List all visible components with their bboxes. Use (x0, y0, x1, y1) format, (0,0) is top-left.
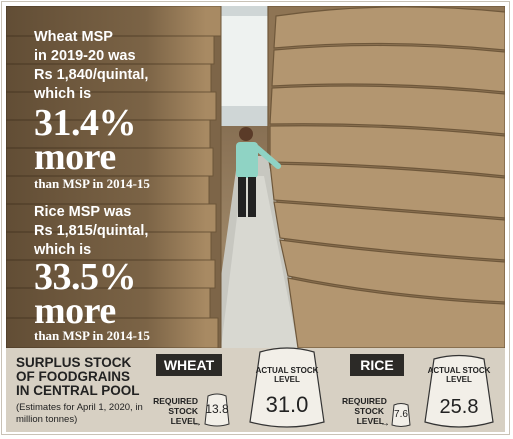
wheat-required-sack: 13.8 (202, 392, 232, 428)
rice-msp-line-1: Rice MSP was (34, 204, 132, 220)
wheat-required-value: 13.8 (205, 402, 229, 416)
rice-msp-line-2: Rs 1,815/quintal, (34, 223, 149, 239)
wheat-required-caption: REQUIRED STOCK LEVEL (153, 396, 198, 426)
warehouse-photo: Wheat MSP in 2019-20 was Rs 1,840/quinta… (6, 6, 505, 348)
text-shade (6, 6, 206, 348)
stock-note: (Estimates for April 1, 2020, in million… (16, 402, 143, 425)
wheat-label: WHEAT (156, 354, 222, 376)
person-figure (236, 127, 281, 217)
wheat-msp-line-1: Wheat MSP (34, 29, 113, 45)
wheat-msp-percent: 31.4% (34, 102, 137, 144)
rice-msp-more: more (34, 290, 116, 332)
rice-arrow-icon: → (380, 418, 390, 429)
wheat-actual-caption: ACTUAL STOCK LEVEL (255, 366, 319, 384)
rice-required-value: 7.6 (394, 409, 408, 420)
rice-actual-value: 25.8 (439, 396, 479, 418)
stock-panel: SURPLUS STOCK OF FOODGRAINS IN CENTRAL P… (6, 347, 505, 432)
rice-required-sack: 7.6 (390, 402, 412, 428)
rice-required-caption: REQUIRED STOCK LEVEL (342, 396, 387, 426)
rice-msp-tail: than MSP in 2014-15 (34, 328, 150, 343)
wheat-arrow-icon: → (192, 418, 202, 429)
stock-title: SURPLUS STOCK OF FOODGRAINS IN CENTRAL P… (16, 355, 140, 398)
rice-msp-line-3: which is (34, 242, 92, 258)
rice-actual-sack: ACTUAL STOCK LEVEL 25.8 (422, 352, 496, 430)
wheat-msp-more: more (34, 136, 116, 178)
rice-label: RICE (350, 354, 404, 376)
wheat-msp-line-4: which is (34, 86, 92, 102)
wheat-msp-tail: than MSP in 2014-15 (34, 176, 150, 191)
wheat-actual-sack: ACTUAL STOCK LEVEL 31.0 (246, 344, 328, 430)
wheat-actual-value: 31.0 (265, 392, 309, 417)
rice-actual-caption: ACTUAL STOCK LEVEL (427, 366, 491, 384)
rice-msp-percent: 33.5% (34, 256, 137, 298)
wheat-msp-line-3: Rs 1,840/quintal, (34, 67, 149, 83)
wheat-msp-line-2: in 2019-20 was (34, 48, 136, 64)
